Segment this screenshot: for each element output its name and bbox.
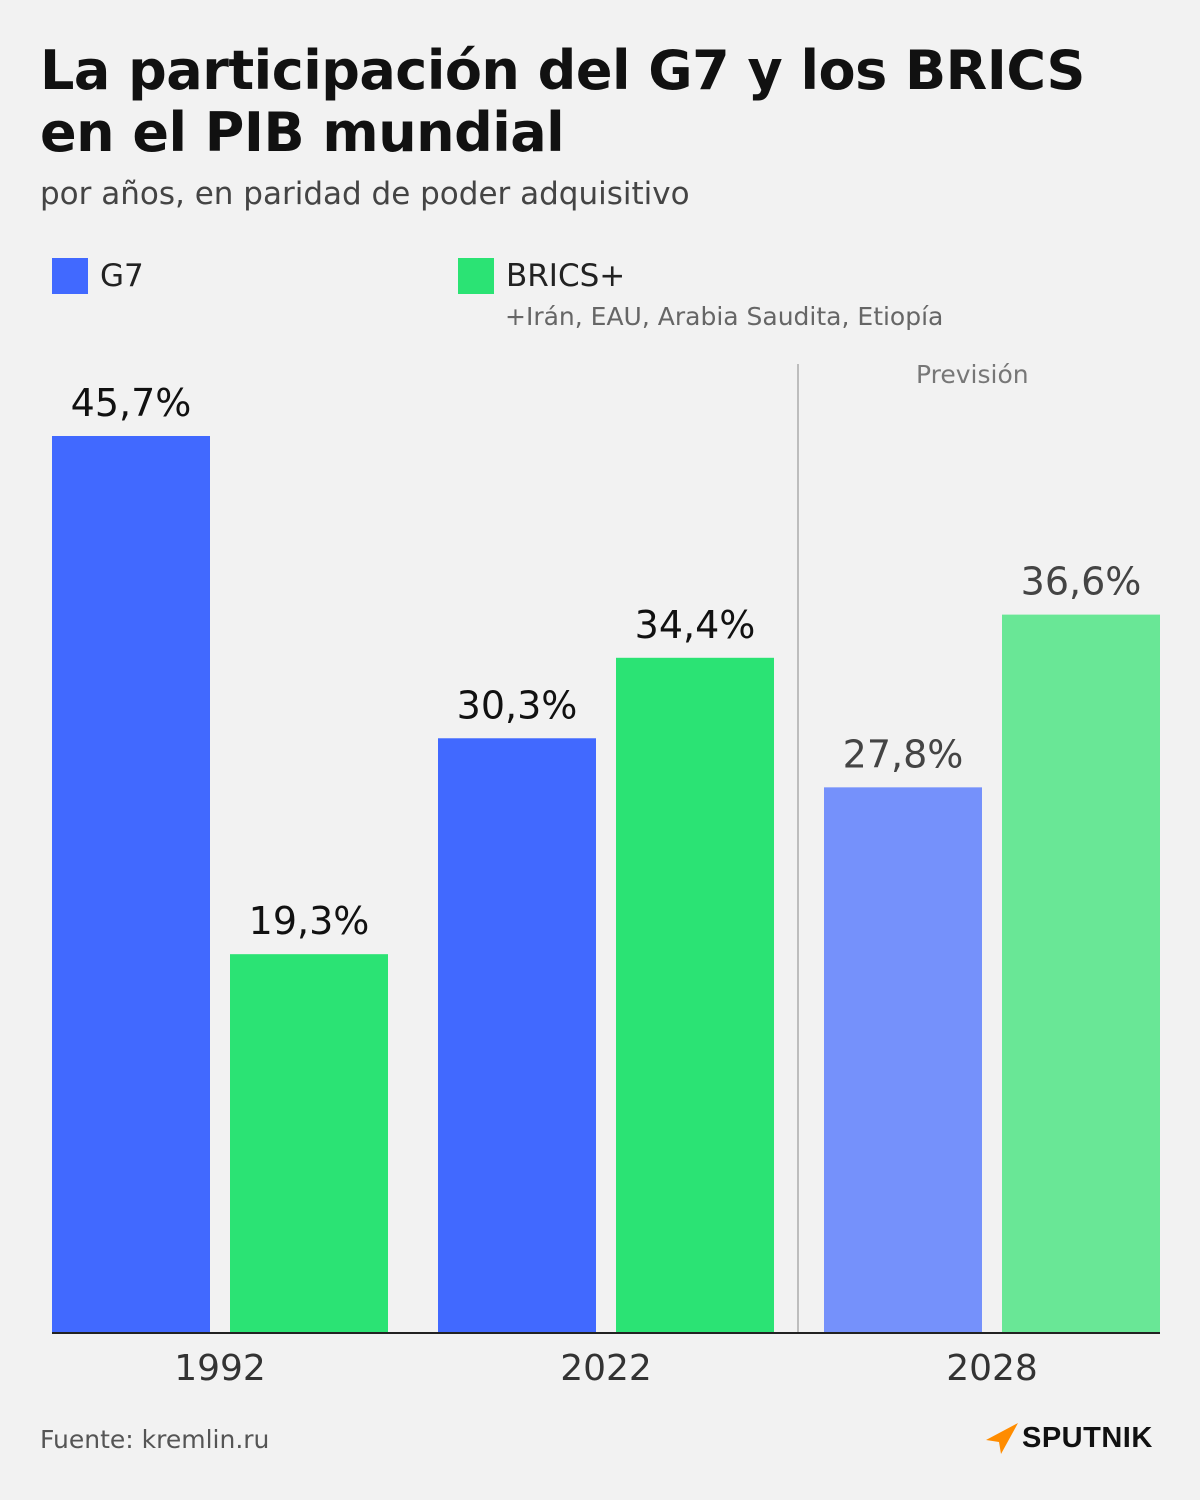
brand-logo: SPUTNIK bbox=[984, 1420, 1153, 1456]
legend-item-brics: BRICS+ bbox=[458, 256, 625, 296]
x-tick-label-2028: 2028 bbox=[946, 1348, 1038, 1389]
bar-g7-1992 bbox=[52, 436, 210, 1333]
data-label-brics-2022: 34,4% bbox=[635, 603, 756, 647]
data-label-brics-2028: 36,6% bbox=[1021, 560, 1142, 604]
legend-swatch-brics bbox=[458, 258, 494, 294]
legend-label-brics: BRICS+ bbox=[506, 258, 626, 294]
bar-g7-2022 bbox=[438, 738, 596, 1333]
sputnik-logo-icon bbox=[986, 1423, 1018, 1454]
data-label-brics-1992: 19,3% bbox=[249, 899, 370, 943]
bar-brics-1992 bbox=[230, 954, 388, 1333]
bar-brics-2028 bbox=[1002, 614, 1160, 1333]
legend-label-g7: G7 bbox=[100, 258, 144, 294]
legend-swatch-g7 bbox=[52, 258, 88, 294]
chart-title: La participación del G7 y los BRICS en e… bbox=[40, 40, 1160, 164]
data-label-g7-2028: 27,8% bbox=[843, 732, 964, 776]
x-tick-label-2022: 2022 bbox=[560, 1348, 652, 1389]
forecast-label: Previsión bbox=[916, 360, 1029, 389]
bar-g7-2028 bbox=[824, 787, 982, 1333]
x-tick-label-1992: 1992 bbox=[174, 1348, 266, 1389]
chart-title-line-1: La participación del G7 y los BRICS bbox=[40, 39, 1085, 102]
brand-name: SPUTNIK bbox=[1022, 1421, 1153, 1454]
chart-title-line-2: en el PIB mundial bbox=[40, 101, 565, 164]
chart-subtitle: por años, en paridad de poder adquisitiv… bbox=[40, 176, 690, 212]
bar-brics-2022 bbox=[616, 657, 774, 1333]
data-label-g7-2022: 30,3% bbox=[457, 683, 578, 727]
source-note: Fuente: kremlin.ru bbox=[40, 1425, 270, 1454]
legend-note-brics: +Irán, EAU, Arabia Saudita, Etiopía bbox=[505, 302, 944, 331]
legend-item-g7: G7 bbox=[52, 256, 144, 296]
data-label-g7-1992: 45,7% bbox=[71, 381, 192, 425]
